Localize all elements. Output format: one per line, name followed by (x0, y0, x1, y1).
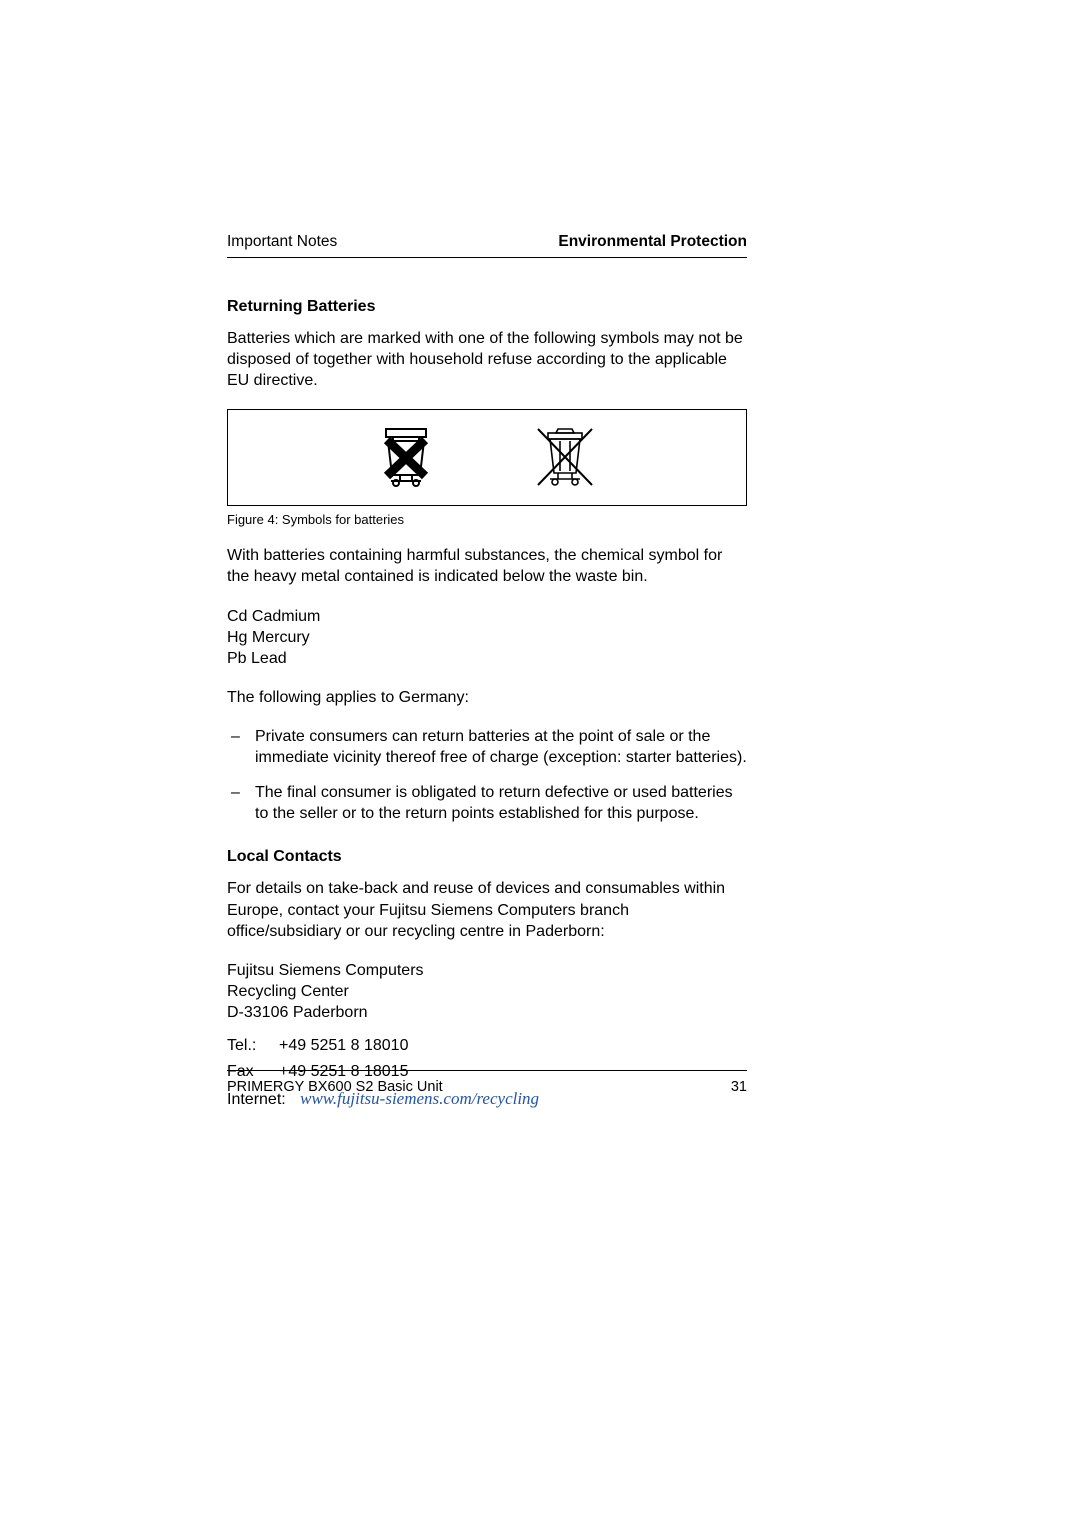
bullet-2: The final consumer is obligated to retur… (227, 782, 747, 824)
tel-value: +49 5251 8 18010 (279, 1037, 408, 1055)
germany-bullets: Private consumers can return batteries a… (227, 726, 747, 824)
section-title-contacts: Local Contacts (227, 848, 747, 866)
bullet-1: Private consumers can return batteries a… (227, 726, 747, 768)
addr-line-2: Recycling Center (227, 981, 747, 1002)
page-header: Important Notes Environmental Protection (227, 233, 747, 258)
addr-line-1: Fujitsu Siemens Computers (227, 960, 747, 981)
metal-cd: Cd Cadmium (227, 606, 747, 627)
header-left: Important Notes (227, 233, 337, 251)
metal-hg: Hg Mercury (227, 627, 747, 648)
addr-line-3: D-33106 Paderborn (227, 1002, 747, 1023)
figure-box (227, 409, 747, 506)
footer-page-number: 31 (731, 1079, 747, 1095)
harmful-substances-para: With batteries containing harmful substa… (227, 545, 747, 587)
page: Important Notes Environmental Protection… (0, 0, 1080, 1528)
footer-left: PRIMERGY BX600 S2 Basic Unit (227, 1079, 443, 1095)
page-footer: PRIMERGY BX600 S2 Basic Unit 31 (227, 1070, 747, 1095)
content-area: Important Notes Environmental Protection… (227, 233, 747, 1109)
contacts-intro: For details on take-back and reuse of de… (227, 878, 747, 941)
crossed-bin-bold-icon (374, 425, 438, 490)
header-right: Environmental Protection (558, 233, 747, 251)
crossed-bin-thin-icon (530, 423, 600, 493)
section-title-batteries: Returning Batteries (227, 298, 747, 316)
figure-caption: Figure 4: Symbols for batteries (227, 512, 747, 527)
metals-list: Cd Cadmium Hg Mercury Pb Lead (227, 606, 747, 669)
metal-pb: Pb Lead (227, 648, 747, 669)
address-block: Fujitsu Siemens Computers Recycling Cent… (227, 960, 747, 1023)
tel-row: Tel.: +49 5251 8 18010 (227, 1037, 747, 1055)
germany-intro: The following applies to Germany: (227, 687, 747, 708)
tel-label: Tel.: (227, 1037, 279, 1055)
batteries-intro: Batteries which are marked with one of t… (227, 328, 747, 391)
